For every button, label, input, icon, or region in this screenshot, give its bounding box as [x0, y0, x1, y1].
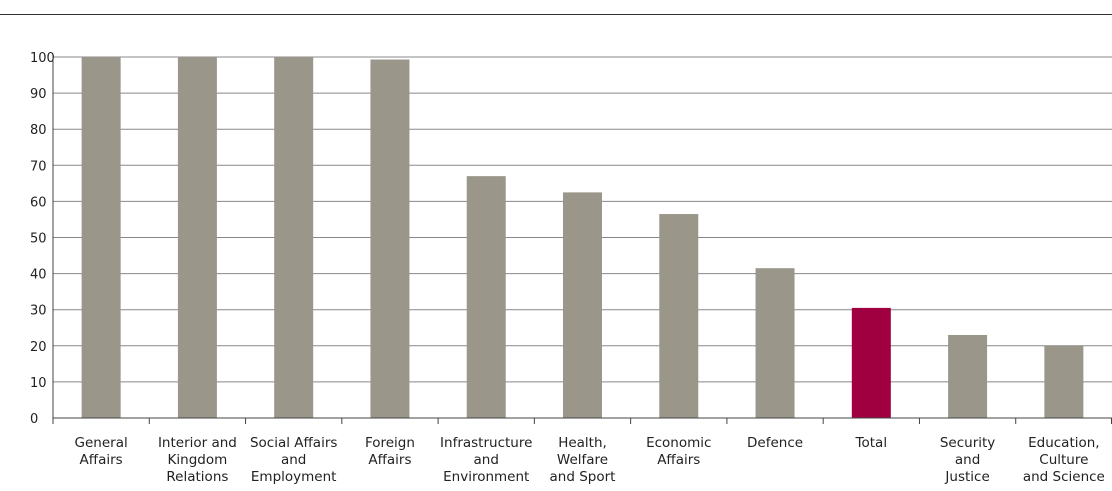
bar	[755, 268, 795, 418]
bar	[81, 57, 121, 418]
y-tick-label: 100	[30, 51, 55, 66]
x-tick-label: Education,	[1028, 435, 1100, 451]
x-tick-label: Total	[855, 435, 888, 451]
x-tick-label: and	[281, 452, 306, 468]
x-tick-label: Affairs	[368, 452, 411, 468]
x-tick-label: Welfare	[557, 452, 608, 468]
x-tick-label: Security	[940, 435, 995, 451]
y-tick-label: 70	[30, 159, 47, 174]
x-tick-label: Defence	[747, 435, 803, 451]
x-tick-label: Environment	[443, 469, 529, 485]
x-tick-label: Kingdom	[168, 452, 228, 468]
x-tick-label: Health,	[558, 435, 607, 451]
x-tick-label: General	[75, 435, 128, 451]
x-tick-label: Affairs	[80, 452, 123, 468]
x-tick-label: Employment	[251, 469, 337, 485]
bar	[177, 57, 217, 418]
x-tick-label: Affairs	[657, 452, 700, 468]
y-tick-label: 10	[30, 376, 47, 391]
bar	[948, 334, 988, 418]
x-tick-label: and Science	[1023, 469, 1105, 485]
y-tick-label: 50	[30, 232, 47, 247]
x-tick-label: and Sport	[550, 469, 616, 485]
y-tick-label: 80	[30, 123, 47, 138]
x-tick-label: and	[474, 452, 499, 468]
x-tick-label: Relations	[166, 469, 228, 485]
x-tick-label: Foreign	[365, 435, 415, 451]
x-tick-label: Economic	[646, 435, 711, 451]
x-tick-label: and	[955, 452, 980, 468]
x-tick-label: Justice	[944, 469, 989, 485]
x-tick-label: Interior and	[158, 435, 237, 451]
y-tick-label: 20	[30, 340, 47, 355]
bar	[1044, 345, 1084, 418]
bar	[274, 57, 314, 418]
y-tick-label: 0	[30, 412, 38, 427]
bar	[466, 176, 506, 418]
y-tick-label: 90	[30, 87, 47, 102]
top-rule	[0, 14, 1112, 15]
bar	[563, 192, 602, 418]
bar-total	[851, 307, 891, 418]
x-tick-label: Culture	[1039, 452, 1088, 468]
y-tick-label: 60	[30, 195, 47, 210]
x-tick-label: Infrastructure	[440, 435, 532, 451]
y-tick-label: 40	[30, 268, 47, 283]
x-tick-label: Social Affairs	[250, 435, 337, 451]
y-tick-label: 30	[30, 304, 47, 319]
bar	[370, 59, 410, 418]
bar	[659, 214, 699, 418]
